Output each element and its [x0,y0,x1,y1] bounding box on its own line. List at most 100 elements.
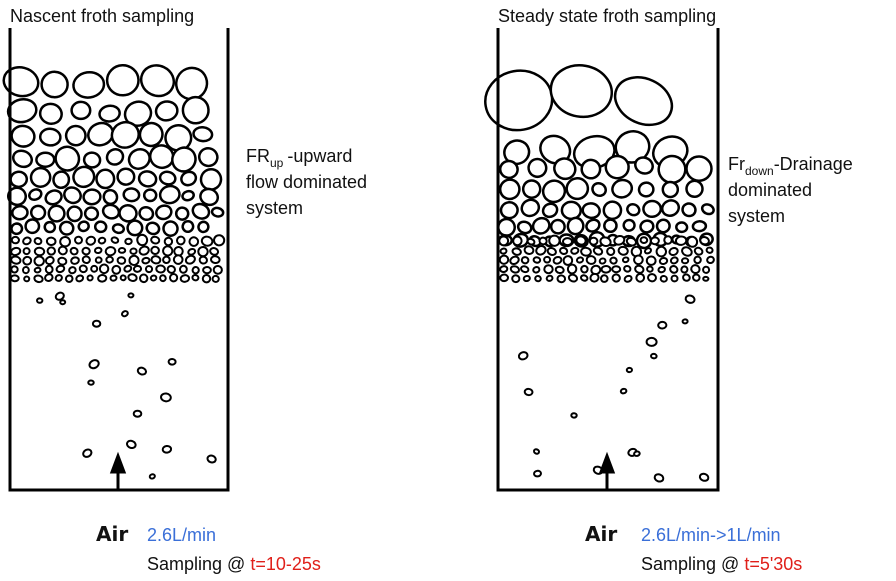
bubble [643,247,653,255]
bubble [520,256,530,265]
bubble [127,273,138,282]
bubble [181,219,195,234]
bubble [93,220,108,234]
flow-rate: 2.6L/min [147,525,216,545]
bubble [603,218,618,234]
bubble [509,255,520,266]
bubble [680,265,689,274]
bubble [521,179,542,199]
bubble [167,357,177,366]
bubble [137,170,158,188]
bubble [197,220,210,234]
bubble [570,246,580,255]
bubble [545,274,554,282]
bubble [562,237,573,247]
bubble [484,69,554,132]
bubble [657,265,666,274]
label-main: Fr [728,154,745,174]
bubble [74,235,83,245]
bubble [645,336,658,347]
bubble [123,264,133,273]
regime-label: Frdown-Drainage [728,154,853,178]
bubble [175,235,186,246]
bubble [575,235,587,246]
bubble [178,264,188,274]
bubble [145,221,161,236]
bubble [581,202,601,220]
bubble [498,254,510,265]
bubble [168,273,179,283]
bubble [86,274,94,282]
bubble [198,255,208,265]
bubble [22,255,33,266]
bubble [599,274,609,283]
bubble [202,265,212,275]
bubble [700,203,715,216]
bubble [66,205,83,223]
bubble [650,352,658,360]
bubble [68,266,77,275]
bubble [105,64,140,97]
bubble [45,236,57,247]
bubble [685,155,713,182]
bubble [87,379,95,386]
bubble [604,154,630,180]
bubble [181,95,210,125]
bubble [52,170,71,190]
bubble [702,275,710,282]
bubble [54,291,65,301]
bubble [149,274,158,282]
bubble [681,318,689,325]
bubble [611,265,622,274]
bubble [197,147,219,168]
bubble [104,246,117,257]
bubble [199,187,220,207]
bubble [6,98,38,124]
bubble [162,220,179,237]
bubble [181,189,195,202]
bubble [580,158,602,180]
bubble [163,236,174,247]
label-main: FR [246,146,270,166]
bubble [549,64,614,119]
bubble [138,205,155,222]
bubble [144,265,154,274]
bubble [155,264,166,274]
bubble [127,292,135,299]
bubble [600,264,612,274]
bubble [122,187,141,203]
bubble [606,246,616,256]
bubble [669,256,679,265]
bubble [511,247,522,256]
bubble [585,218,601,233]
bubble [2,66,40,98]
bubble [158,184,181,205]
bubble [123,100,153,127]
bubble [655,245,668,258]
bubble [539,134,572,165]
sampling-label: Sampling @ t=5'30s [641,554,802,574]
air-arrow-head [598,451,616,474]
panel-title: Nascent froth sampling [10,6,194,26]
label-text: system [246,198,303,218]
bubble [64,274,74,283]
bubble [705,246,714,254]
bubble [538,236,548,246]
bubble [592,246,604,256]
bubble [706,255,715,265]
bubble [58,220,75,236]
bubble [588,236,599,246]
bubble [171,146,197,173]
bubble [625,366,633,374]
bubble [83,206,100,221]
bubble [635,272,646,283]
bubble [646,265,654,273]
bubble [534,274,542,283]
bubble [64,124,87,147]
bubble [94,256,103,264]
bubble [523,245,535,255]
bubble [33,255,45,267]
bubble [132,409,143,418]
bubble [527,157,548,179]
bubble [580,246,592,257]
